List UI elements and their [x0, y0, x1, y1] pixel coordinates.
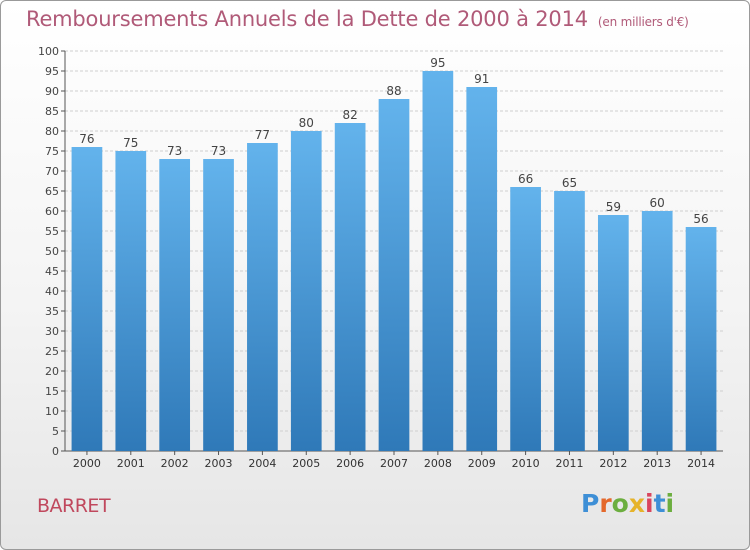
logo-letter: P [581, 489, 600, 518]
bar [203, 159, 234, 451]
x-tick-label: 2013 [643, 457, 671, 470]
y-tick-label: 95 [45, 65, 59, 78]
y-tick-label: 80 [45, 125, 59, 138]
x-tick-label: 2006 [336, 457, 364, 470]
y-tick-label: 100 [38, 45, 59, 58]
bar [247, 143, 278, 451]
chart-title-text: Remboursements Annuels de la Dette de 20… [26, 7, 588, 31]
y-tick-label: 70 [45, 165, 59, 178]
data-label: 73 [167, 144, 182, 158]
bars [71, 71, 717, 451]
y-tick-label: 25 [45, 345, 59, 358]
y-tick-label: 85 [45, 105, 59, 118]
y-tick-label: 90 [45, 85, 59, 98]
data-label: 77 [255, 128, 270, 142]
x-tick-label: 2004 [248, 457, 276, 470]
logo-letter: i [645, 489, 654, 518]
y-tick-label: 15 [45, 385, 59, 398]
bar [378, 99, 410, 451]
data-label: 91 [474, 72, 489, 86]
x-tick-label: 2002 [161, 457, 189, 470]
x-tick-label: 2001 [117, 457, 145, 470]
y-tick-label: 45 [45, 265, 59, 278]
data-label: 80 [299, 116, 314, 130]
data-label: 60 [650, 196, 665, 210]
y-tick-label: 35 [45, 305, 59, 318]
bar [115, 151, 147, 451]
x-tick-label: 2010 [512, 457, 540, 470]
x-tick-label: 2003 [205, 457, 233, 470]
bar [334, 123, 366, 451]
x-tick-label: 2009 [468, 457, 496, 470]
x-tick-label: 2005 [292, 457, 320, 470]
logo-letter: o [611, 489, 629, 518]
y-tick-label: 75 [45, 145, 59, 158]
bar [554, 191, 585, 451]
chart-title: Remboursements Annuels de la Dette de 20… [26, 7, 689, 31]
data-label: 56 [693, 212, 708, 226]
x-axis-ticks: 2000 2001 2002 2003 2004 2005 2006 2007 2008 2009… [73, 451, 715, 470]
data-label: 82 [342, 108, 357, 122]
y-tick-label: 20 [45, 365, 59, 378]
data-label: 59 [606, 200, 621, 214]
x-tick-label: 2007 [380, 457, 408, 470]
logo-letter: i [665, 489, 675, 518]
x-tick-label: 2012 [599, 457, 627, 470]
logo-letter: r [599, 489, 612, 518]
data-label: 73 [211, 144, 226, 158]
commune-name: BARRET [37, 495, 111, 517]
logo-letter: t [653, 489, 666, 518]
bar [510, 187, 541, 451]
x-tick-label: 2000 [73, 457, 101, 470]
y-tick-label: 55 [45, 225, 59, 238]
y-axis-ticks: 0 5 10 15 20 25 30 35 40 45 50 55 60 65 70 75 80 85 90 95 10… [38, 45, 65, 458]
data-labels: 76 75 73 73 77 80 82 88 95 91 66 65 59 60 56 [79, 56, 708, 226]
bar [290, 131, 322, 451]
data-label: 66 [518, 172, 533, 186]
bar [685, 227, 717, 451]
y-tick-label: 65 [45, 185, 59, 198]
bar [422, 71, 454, 451]
data-label: 76 [79, 132, 94, 146]
chart-unit: (en milliers d'€) [597, 15, 689, 29]
y-tick-label: 40 [45, 285, 59, 298]
bar [641, 211, 673, 451]
bar [597, 215, 629, 451]
y-tick-label: 0 [52, 445, 59, 458]
y-tick-label: 60 [45, 205, 59, 218]
data-label: 75 [123, 136, 138, 150]
x-tick-label: 2011 [555, 457, 583, 470]
data-label: 95 [430, 56, 445, 70]
x-tick-label: 2008 [424, 457, 452, 470]
y-tick-label: 10 [45, 405, 59, 418]
bar [71, 147, 103, 451]
bar [466, 87, 498, 451]
data-label: 65 [562, 176, 577, 190]
proxiti-logo: Proxiti [581, 489, 674, 518]
y-tick-label: 30 [45, 325, 59, 338]
y-tick-label: 50 [45, 245, 59, 258]
logo-letter: x [628, 489, 645, 518]
bar [159, 159, 191, 451]
y-tick-label: 5 [52, 425, 59, 438]
x-tick-label: 2014 [687, 457, 715, 470]
data-label: 88 [386, 84, 401, 98]
